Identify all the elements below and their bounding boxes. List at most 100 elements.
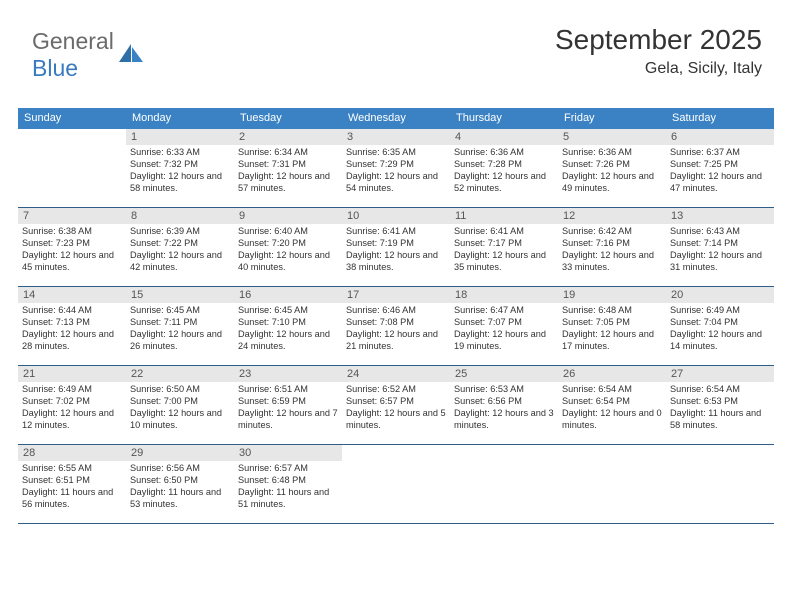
page-location: Gela, Sicily, Italy	[555, 60, 762, 78]
day-number	[342, 445, 450, 461]
day-cell	[18, 129, 126, 207]
day-cell: 17Sunrise: 6:46 AMSunset: 7:08 PMDayligh…	[342, 287, 450, 365]
day-cell: 11Sunrise: 6:41 AMSunset: 7:17 PMDayligh…	[450, 208, 558, 286]
logo-word-1: General	[32, 28, 114, 54]
day-number: 19	[558, 287, 666, 303]
day-cell: 23Sunrise: 6:51 AMSunset: 6:59 PMDayligh…	[234, 366, 342, 444]
logo: General Blue	[32, 28, 145, 82]
day-body: Sunrise: 6:56 AMSunset: 6:50 PMDaylight:…	[126, 461, 234, 516]
day-cell: 5Sunrise: 6:36 AMSunset: 7:26 PMDaylight…	[558, 129, 666, 207]
weeks-container: 1Sunrise: 6:33 AMSunset: 7:32 PMDaylight…	[18, 129, 774, 524]
day-cell: 26Sunrise: 6:54 AMSunset: 6:54 PMDayligh…	[558, 366, 666, 444]
weekday-header: Saturday	[666, 108, 774, 129]
day-number: 24	[342, 366, 450, 382]
day-number: 8	[126, 208, 234, 224]
day-cell: 22Sunrise: 6:50 AMSunset: 7:00 PMDayligh…	[126, 366, 234, 444]
day-body: Sunrise: 6:34 AMSunset: 7:31 PMDaylight:…	[234, 145, 342, 200]
day-body: Sunrise: 6:38 AMSunset: 7:23 PMDaylight:…	[18, 224, 126, 279]
day-number: 23	[234, 366, 342, 382]
day-number: 13	[666, 208, 774, 224]
day-number: 7	[18, 208, 126, 224]
day-number: 9	[234, 208, 342, 224]
day-number: 27	[666, 366, 774, 382]
day-cell: 25Sunrise: 6:53 AMSunset: 6:56 PMDayligh…	[450, 366, 558, 444]
day-body: Sunrise: 6:41 AMSunset: 7:19 PMDaylight:…	[342, 224, 450, 279]
day-number	[18, 129, 126, 145]
day-body: Sunrise: 6:41 AMSunset: 7:17 PMDaylight:…	[450, 224, 558, 279]
weekday-header: Friday	[558, 108, 666, 129]
day-cell: 21Sunrise: 6:49 AMSunset: 7:02 PMDayligh…	[18, 366, 126, 444]
day-number: 3	[342, 129, 450, 145]
day-number: 18	[450, 287, 558, 303]
day-number: 28	[18, 445, 126, 461]
day-cell: 13Sunrise: 6:43 AMSunset: 7:14 PMDayligh…	[666, 208, 774, 286]
day-number: 22	[126, 366, 234, 382]
day-body: Sunrise: 6:40 AMSunset: 7:20 PMDaylight:…	[234, 224, 342, 279]
day-cell: 19Sunrise: 6:48 AMSunset: 7:05 PMDayligh…	[558, 287, 666, 365]
day-number	[558, 445, 666, 461]
day-number: 15	[126, 287, 234, 303]
weekday-header: Monday	[126, 108, 234, 129]
day-number: 5	[558, 129, 666, 145]
day-body: Sunrise: 6:37 AMSunset: 7:25 PMDaylight:…	[666, 145, 774, 200]
day-number: 12	[558, 208, 666, 224]
day-body: Sunrise: 6:36 AMSunset: 7:28 PMDaylight:…	[450, 145, 558, 200]
weekday-header: Wednesday	[342, 108, 450, 129]
day-body: Sunrise: 6:52 AMSunset: 6:57 PMDaylight:…	[342, 382, 450, 437]
day-cell: 27Sunrise: 6:54 AMSunset: 6:53 PMDayligh…	[666, 366, 774, 444]
day-number: 11	[450, 208, 558, 224]
day-cell	[342, 445, 450, 523]
day-number: 26	[558, 366, 666, 382]
day-number: 6	[666, 129, 774, 145]
day-number: 21	[18, 366, 126, 382]
day-cell: 1Sunrise: 6:33 AMSunset: 7:32 PMDaylight…	[126, 129, 234, 207]
calendar: SundayMondayTuesdayWednesdayThursdayFrid…	[18, 108, 774, 524]
logo-text: General Blue	[32, 28, 114, 82]
day-number: 16	[234, 287, 342, 303]
day-cell: 30Sunrise: 6:57 AMSunset: 6:48 PMDayligh…	[234, 445, 342, 523]
day-cell: 16Sunrise: 6:45 AMSunset: 7:10 PMDayligh…	[234, 287, 342, 365]
page-title: September 2025	[555, 24, 762, 56]
day-cell: 7Sunrise: 6:38 AMSunset: 7:23 PMDaylight…	[18, 208, 126, 286]
day-body: Sunrise: 6:53 AMSunset: 6:56 PMDaylight:…	[450, 382, 558, 437]
day-number: 20	[666, 287, 774, 303]
day-body: Sunrise: 6:49 AMSunset: 7:02 PMDaylight:…	[18, 382, 126, 437]
weekday-header: Sunday	[18, 108, 126, 129]
day-number: 2	[234, 129, 342, 145]
day-cell: 6Sunrise: 6:37 AMSunset: 7:25 PMDaylight…	[666, 129, 774, 207]
day-cell: 18Sunrise: 6:47 AMSunset: 7:07 PMDayligh…	[450, 287, 558, 365]
day-body: Sunrise: 6:54 AMSunset: 6:54 PMDaylight:…	[558, 382, 666, 437]
day-cell: 9Sunrise: 6:40 AMSunset: 7:20 PMDaylight…	[234, 208, 342, 286]
day-number: 17	[342, 287, 450, 303]
day-cell	[558, 445, 666, 523]
day-body: Sunrise: 6:46 AMSunset: 7:08 PMDaylight:…	[342, 303, 450, 358]
week-row: 28Sunrise: 6:55 AMSunset: 6:51 PMDayligh…	[18, 445, 774, 524]
day-number: 10	[342, 208, 450, 224]
day-cell	[450, 445, 558, 523]
day-cell: 12Sunrise: 6:42 AMSunset: 7:16 PMDayligh…	[558, 208, 666, 286]
weekday-header: Thursday	[450, 108, 558, 129]
day-cell: 8Sunrise: 6:39 AMSunset: 7:22 PMDaylight…	[126, 208, 234, 286]
day-cell: 28Sunrise: 6:55 AMSunset: 6:51 PMDayligh…	[18, 445, 126, 523]
day-cell: 15Sunrise: 6:45 AMSunset: 7:11 PMDayligh…	[126, 287, 234, 365]
day-body: Sunrise: 6:45 AMSunset: 7:11 PMDaylight:…	[126, 303, 234, 358]
day-body: Sunrise: 6:49 AMSunset: 7:04 PMDaylight:…	[666, 303, 774, 358]
logo-sail-icon	[117, 42, 145, 69]
day-number	[666, 445, 774, 461]
day-number	[450, 445, 558, 461]
day-number: 1	[126, 129, 234, 145]
day-body: Sunrise: 6:43 AMSunset: 7:14 PMDaylight:…	[666, 224, 774, 279]
day-number: 30	[234, 445, 342, 461]
day-body: Sunrise: 6:33 AMSunset: 7:32 PMDaylight:…	[126, 145, 234, 200]
day-cell: 20Sunrise: 6:49 AMSunset: 7:04 PMDayligh…	[666, 287, 774, 365]
week-row: 21Sunrise: 6:49 AMSunset: 7:02 PMDayligh…	[18, 366, 774, 445]
day-body: Sunrise: 6:54 AMSunset: 6:53 PMDaylight:…	[666, 382, 774, 437]
day-cell: 29Sunrise: 6:56 AMSunset: 6:50 PMDayligh…	[126, 445, 234, 523]
header-right: September 2025 Gela, Sicily, Italy	[555, 24, 762, 78]
week-row: 1Sunrise: 6:33 AMSunset: 7:32 PMDaylight…	[18, 129, 774, 208]
day-cell: 4Sunrise: 6:36 AMSunset: 7:28 PMDaylight…	[450, 129, 558, 207]
day-cell: 3Sunrise: 6:35 AMSunset: 7:29 PMDaylight…	[342, 129, 450, 207]
logo-word-2: Blue	[32, 55, 78, 81]
day-body: Sunrise: 6:44 AMSunset: 7:13 PMDaylight:…	[18, 303, 126, 358]
weekday-header-row: SundayMondayTuesdayWednesdayThursdayFrid…	[18, 108, 774, 129]
